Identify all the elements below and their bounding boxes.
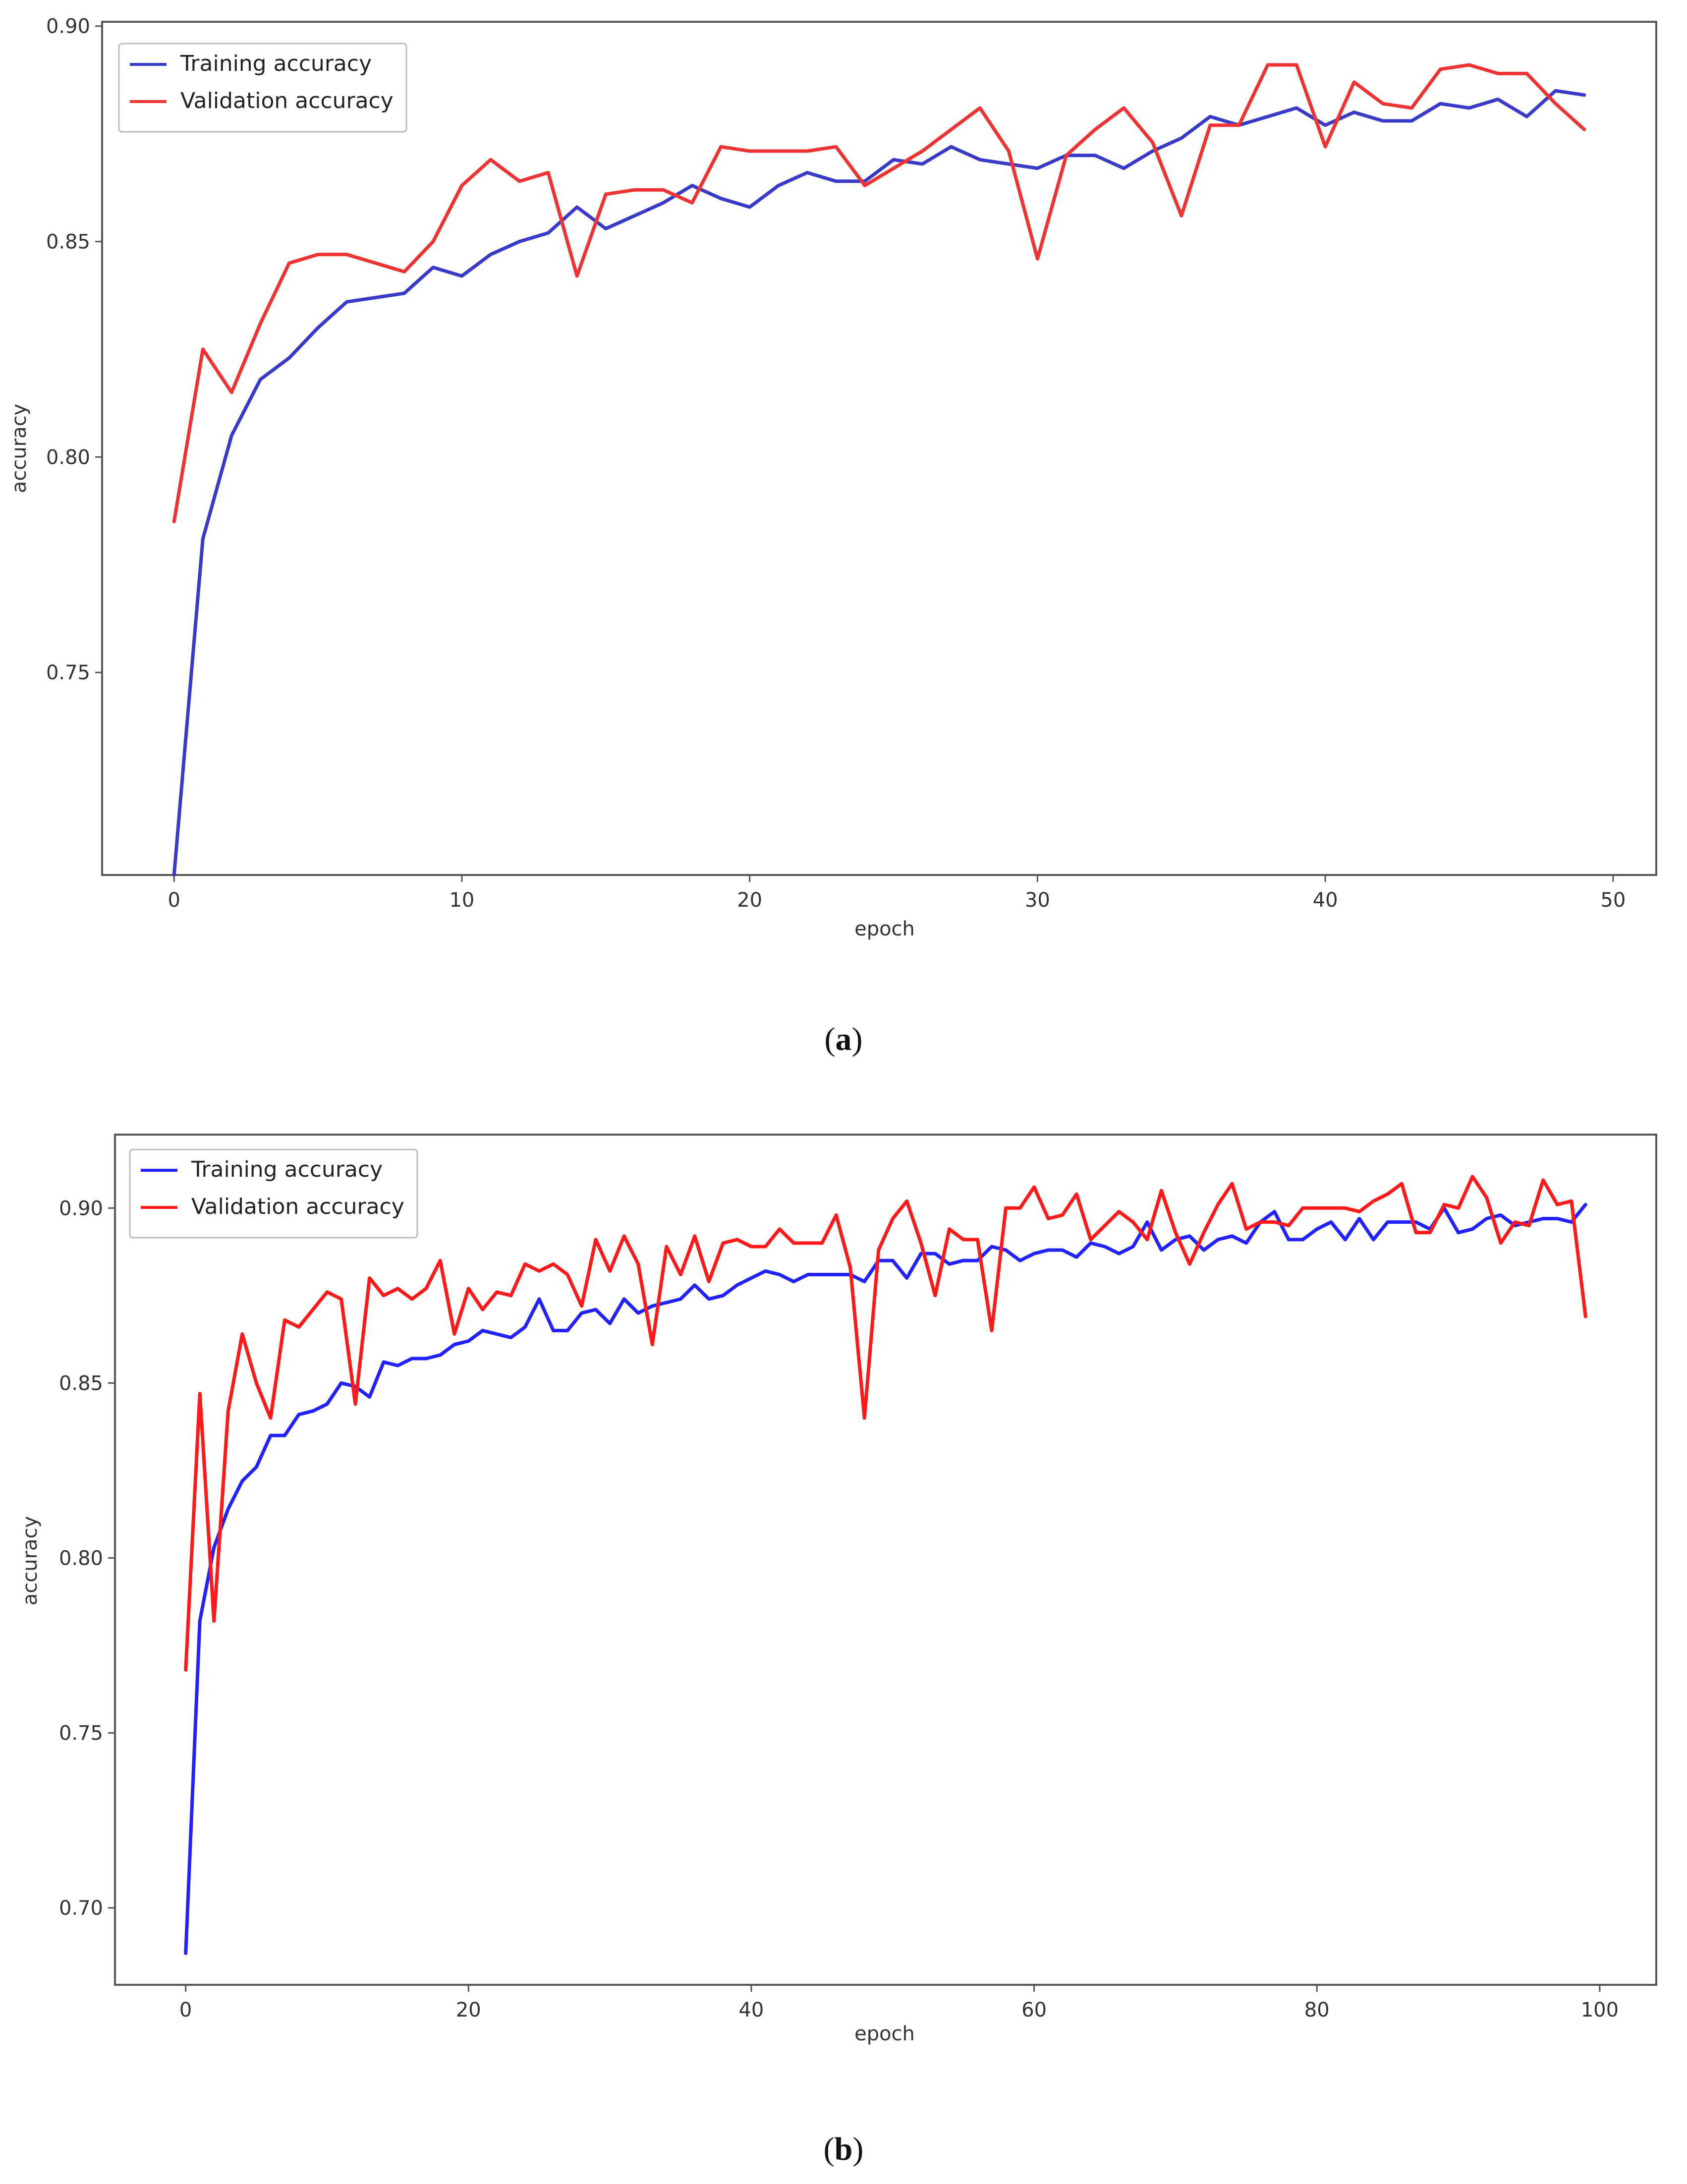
- chart-a: epoch accuracy 0 10 20 30 40 50 0.75 0.80 0.85 0.…: [8, 15, 1657, 940]
- x-tick-label-a-3: 30: [1025, 889, 1050, 912]
- lines-a: [172, 63, 1586, 877]
- lines-b: [184, 1175, 1587, 1955]
- y-axis-title-a: accuracy: [8, 404, 31, 493]
- legend-b: Training accuracy Validation accuracy: [129, 1148, 418, 1239]
- x-tick-label-b-1: 20: [456, 1999, 481, 2021]
- x-tick-label-a-5: 50: [1600, 889, 1626, 912]
- caption-a-letter: a: [835, 1021, 852, 1057]
- y-tick-label-b-0: 0.70: [59, 1897, 103, 1920]
- x-tick-label-b-4: 80: [1304, 1999, 1330, 2021]
- series-line-b-training: [184, 1202, 1587, 1955]
- x-tick-label-b-5: 100: [1581, 1999, 1619, 2021]
- ticks-b: 0 20 40 60 80 100 0.70 0.75 0.80 0.85 0.90: [59, 1197, 1619, 2021]
- x-tick-label-b-0: 0: [179, 1999, 192, 2021]
- x-axis-title-a: epoch: [854, 918, 915, 940]
- x-axis-title-b: epoch: [854, 2022, 915, 2045]
- y-tick-label-a-1: 0.80: [46, 446, 90, 469]
- y-axis-title-b: accuracy: [19, 1516, 42, 1605]
- ticks-a: 0 10 20 30 40 50 0.75 0.80 0.85 0.90: [46, 15, 1626, 912]
- chart-b: epoch accuracy 0 20 40 60 80 1000.700.750.800…: [19, 1134, 1657, 2045]
- legend-a-label-training: Training accuracy: [180, 51, 372, 76]
- series-line-a-training: [172, 89, 1586, 877]
- x-tick-label-a-0: 0: [168, 889, 180, 912]
- y-tick-label-b-3: 0.85: [59, 1372, 103, 1395]
- x-tick-label-b-3: 60: [1021, 1999, 1047, 2021]
- caption-b-letter: b: [834, 2131, 853, 2167]
- legend-box-b: [129, 1148, 418, 1239]
- y-tick-label-a-0: 0.75: [46, 661, 90, 684]
- y-tick-label-a-2: 0.85: [46, 231, 90, 254]
- x-tick-label-a-1: 10: [449, 889, 474, 912]
- series-line-b-validation: [184, 1175, 1587, 1672]
- plot-frame-a: [101, 21, 1657, 876]
- legend-a-label-validation: Validation accuracy: [180, 88, 394, 113]
- plot-frame-b: [114, 1134, 1657, 1986]
- x-tick-label-b-2: 40: [738, 1999, 764, 2021]
- legend-b-label-training: Training accuracy: [191, 1157, 383, 1182]
- y-tick-label-b-1: 0.75: [59, 1722, 103, 1745]
- caption-a: (a): [824, 1021, 863, 1057]
- x-tick-label-a-4: 40: [1313, 889, 1338, 912]
- legend-b-label-validation: Validation accuracy: [191, 1194, 404, 1219]
- legend-a: Training accuracy Validation accuracy: [118, 43, 407, 133]
- y-tick-label-b-4: 0.90: [59, 1197, 103, 1220]
- y-tick-label-a-3: 0.90: [46, 15, 90, 38]
- x-tick-label-a-2: 20: [737, 889, 762, 912]
- caption-b: (b): [823, 2131, 864, 2167]
- legend-box-a: [118, 43, 407, 133]
- series-line-a-validation: [172, 63, 1586, 524]
- y-tick-label-b-2: 0.80: [59, 1547, 103, 1570]
